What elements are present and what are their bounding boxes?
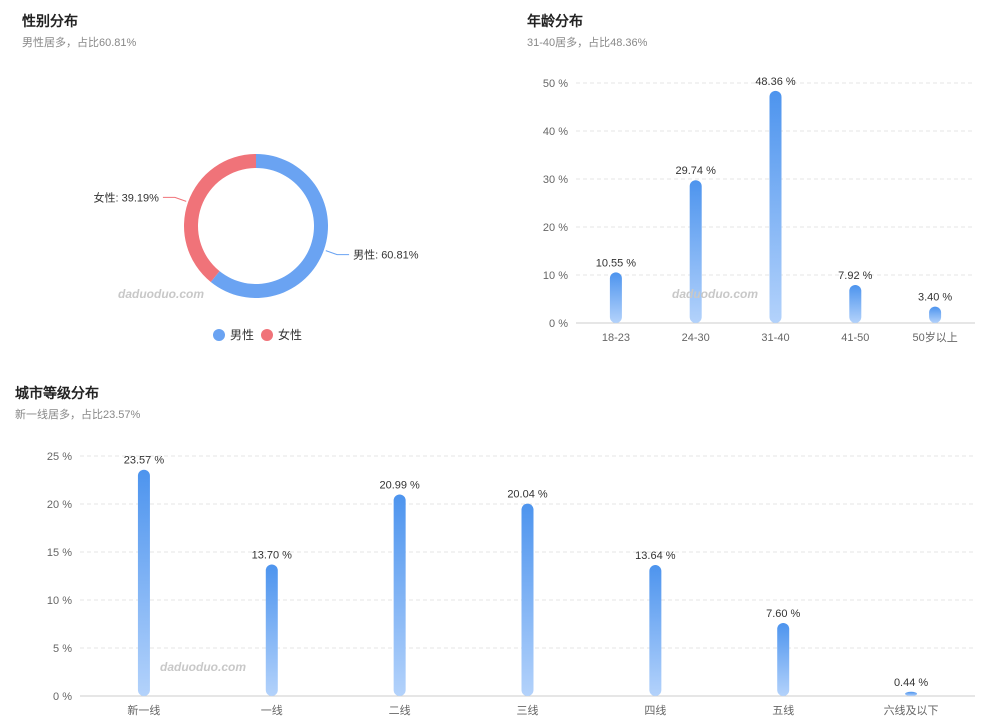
age-data-label-4: 3.40 % xyxy=(918,292,952,304)
city-data-label-3: 20.04 % xyxy=(507,489,548,501)
age-ytick-0: 0 % xyxy=(549,318,568,330)
age-ytick-3: 30 % xyxy=(543,174,568,186)
age-ytick-5: 50 % xyxy=(543,78,568,90)
legend-swatch-1 xyxy=(261,329,273,341)
city-ytick-3: 15 % xyxy=(47,547,72,559)
age-data-label-0: 10.55 % xyxy=(596,257,637,269)
pie-slice-0 xyxy=(210,154,328,298)
city-xtick-6: 六线及以下 xyxy=(884,703,939,717)
city-xtick-4: 四线 xyxy=(644,703,666,717)
age-bar-0[interactable] xyxy=(609,272,622,323)
city-bar-chart: 0 % 5 % 10 % 15 % 20 % 25 % 23.57 % 新一线 13.70 % 一… xyxy=(47,451,975,717)
pie-slice-1 xyxy=(183,154,256,283)
city-data-label-6: 0.44 % xyxy=(894,677,928,689)
gender-title: 性别分布 xyxy=(22,13,78,29)
age-bar-4[interactable] xyxy=(929,306,942,323)
city-ytick-2: 10 % xyxy=(47,595,72,607)
city-xtick-2: 二线 xyxy=(389,703,411,717)
legend-label-1[interactable]: 女性 xyxy=(278,327,302,342)
city-bar-6[interactable] xyxy=(905,691,918,696)
age-subtitle: 31-40居多，占比48.36% xyxy=(527,37,648,49)
city-data-label-4: 13.64 % xyxy=(635,550,676,562)
legend-swatch-0 xyxy=(213,329,225,341)
age-bar-chart: 0 % 10 % 20 % 30 % 40 % 50 % 10.55 % 18-23 29.74… xyxy=(543,76,975,344)
age-bar-3[interactable] xyxy=(849,284,862,323)
city-ytick-1: 5 % xyxy=(53,643,72,655)
age-bar-1[interactable] xyxy=(689,180,702,323)
city-panel: 城市等级分布 新一线居多，占比23.57% 0 % 5 % 10 % 15 % 20 %… xyxy=(0,370,1000,727)
city-xtick-1: 一线 xyxy=(261,703,283,717)
legend-label-0[interactable]: 男性 xyxy=(230,328,254,342)
city-bar-2[interactable] xyxy=(393,494,406,696)
age-xtick-3: 41-50 xyxy=(841,332,869,344)
age-title: 年龄分布 xyxy=(527,13,583,29)
city-bar-1[interactable] xyxy=(265,564,278,696)
age-xtick-1: 24-30 xyxy=(682,332,710,344)
gender-subtitle: 男性居多，占比60.81% xyxy=(22,37,137,49)
gender-panel: 性别分布 男性居多，占比60.81% 男性: 60.81% 女性: 39.19% 男… xyxy=(0,0,500,370)
city-bar-0[interactable] xyxy=(137,469,150,696)
city-ytick-4: 20 % xyxy=(47,499,72,511)
age-bar-2[interactable] xyxy=(769,90,782,323)
age-panel: 年龄分布 31-40居多，占比48.36% 0 % 10 % 20 % 30 % 40 … xyxy=(527,13,975,344)
city-ytick-5: 25 % xyxy=(47,451,72,463)
city-data-label-0: 23.57 % xyxy=(124,455,165,467)
city-title: 城市等级分布 xyxy=(15,385,99,401)
city-subtitle: 新一线居多，占比23.57% xyxy=(15,409,141,421)
city-data-label-1: 13.70 % xyxy=(252,549,293,561)
age-data-label-3: 7.92 % xyxy=(838,270,872,282)
gender-donut-chart: 男性: 60.81% 女性: 39.19% 男性 女性 daduoduo.com xyxy=(93,154,419,342)
city-ytick-0: 0 % xyxy=(53,691,72,703)
age-xtick-0: 18-23 xyxy=(602,332,630,344)
city-watermark: daduoduo.com xyxy=(160,660,246,674)
pie-label-1: 女性: 39.19% xyxy=(93,190,159,204)
pie-label-0: 男性: 60.81% xyxy=(353,248,419,262)
pie-leader-0 xyxy=(325,250,350,256)
age-data-label-1: 29.74 % xyxy=(676,165,717,177)
city-bar-3[interactable] xyxy=(521,503,534,696)
watermark: daduoduo.com xyxy=(118,287,204,301)
city-data-label-5: 7.60 % xyxy=(766,608,800,620)
age-ytick-1: 10 % xyxy=(543,270,568,282)
age-xtick-2: 31-40 xyxy=(761,332,789,344)
city-bar-5[interactable] xyxy=(777,623,790,696)
age-watermark: daduoduo.com xyxy=(672,287,758,301)
city-xtick-5: 五线 xyxy=(772,703,794,717)
age-ytick-2: 20 % xyxy=(543,222,568,234)
city-data-label-2: 20.99 % xyxy=(379,479,420,491)
pie-leader-1 xyxy=(162,196,187,202)
city-xtick-3: 三线 xyxy=(517,703,539,717)
city-bar-4[interactable] xyxy=(649,565,662,696)
age-data-label-2: 48.36 % xyxy=(755,76,796,88)
city-xtick-0: 新一线 xyxy=(127,703,160,717)
age-xtick-4: 50岁以上 xyxy=(912,330,957,344)
age-ytick-4: 40 % xyxy=(543,126,568,138)
